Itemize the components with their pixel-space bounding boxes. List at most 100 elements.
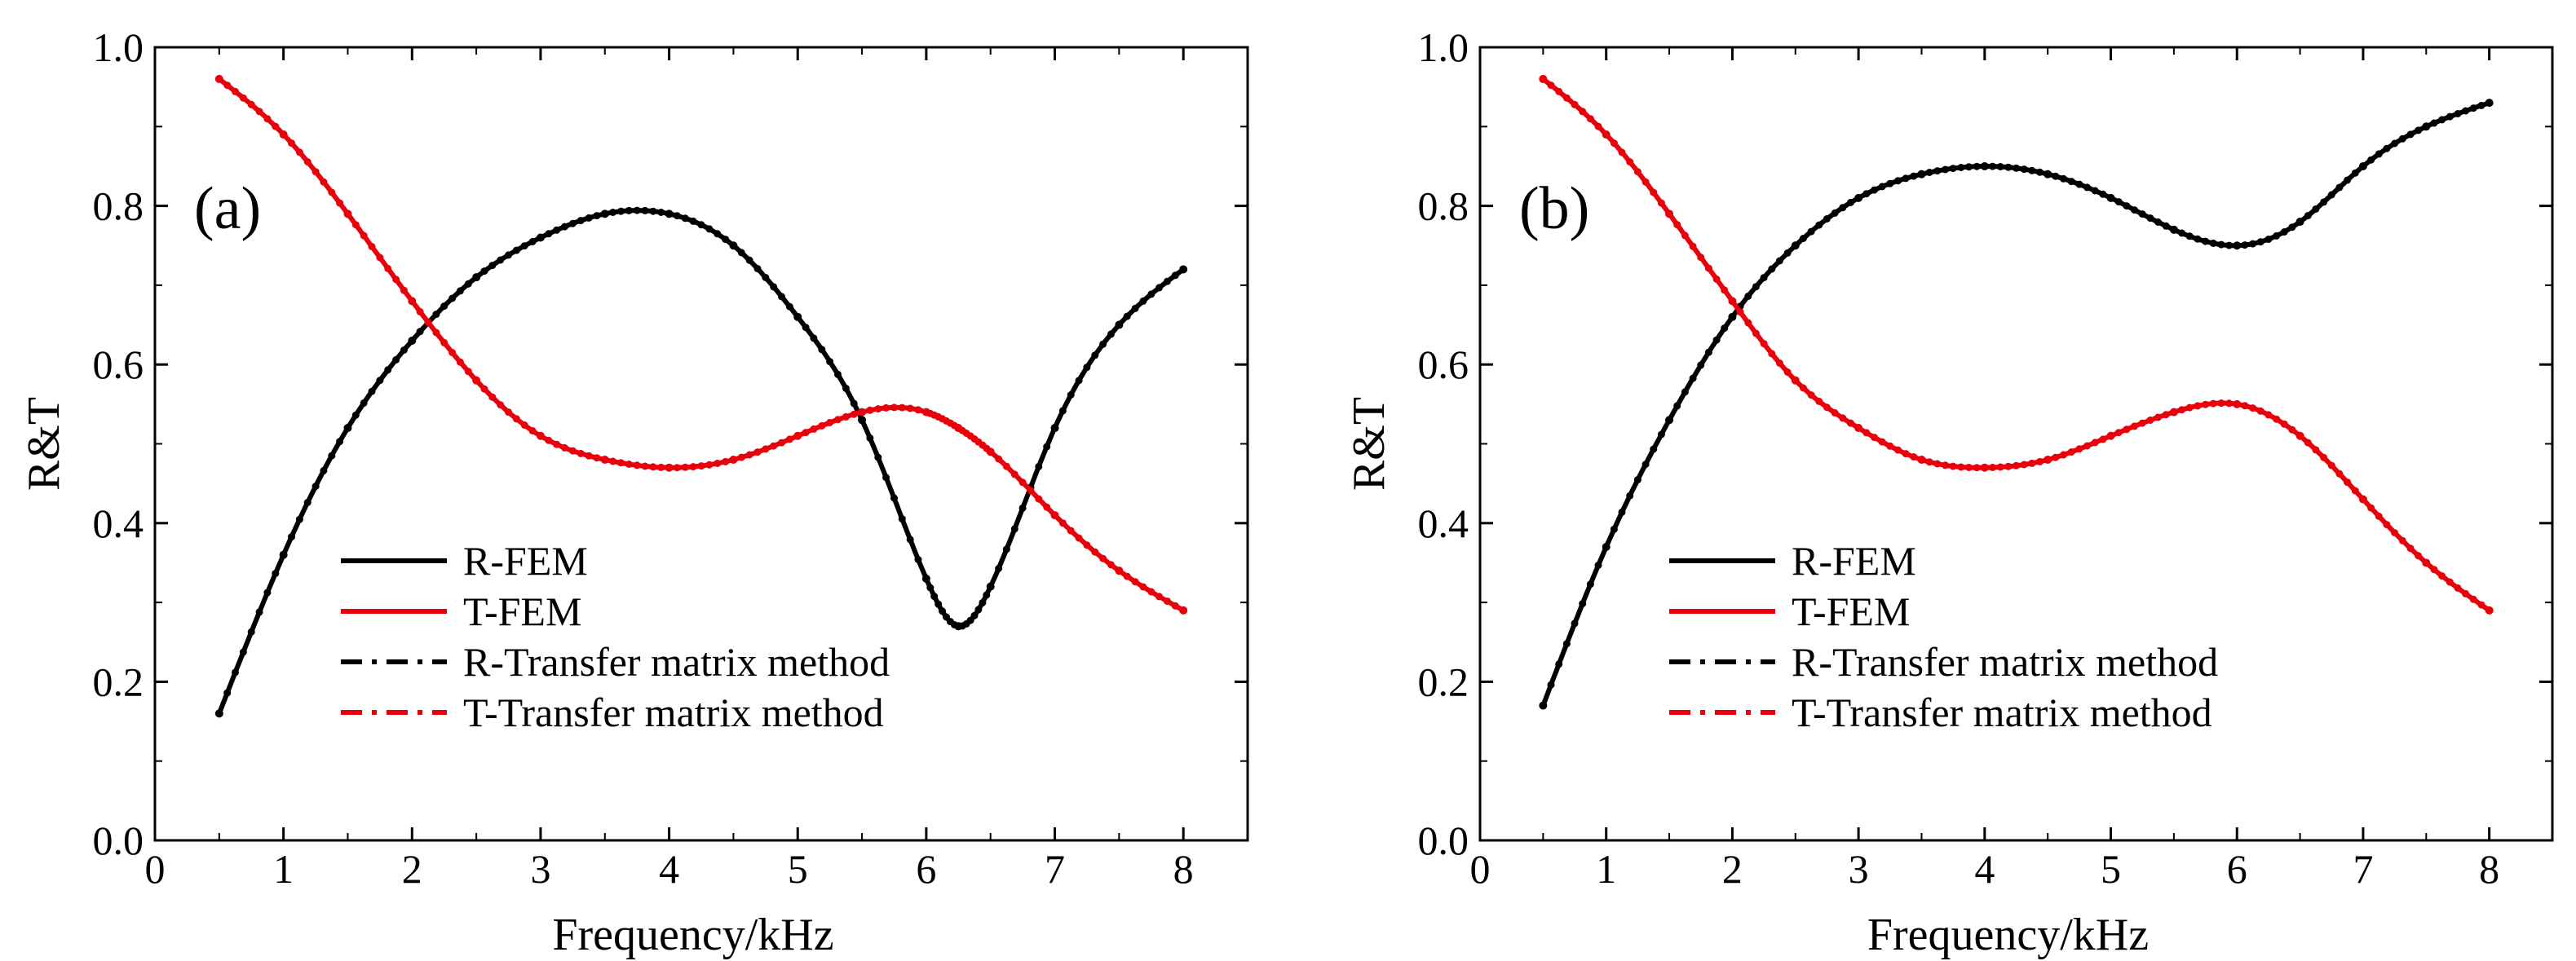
data-point-t-fem: [1050, 511, 1059, 520]
series-marker-t-fem: [2154, 413, 2162, 421]
series-marker-r-fem: [2430, 119, 2438, 127]
series-marker-t-fem: [488, 393, 497, 401]
data-point-t-fem: [2169, 408, 2178, 417]
x-tick-label: 2: [1722, 846, 1743, 892]
series-marker-r-fem: [826, 358, 834, 366]
series-marker-r-fem: [520, 242, 528, 250]
series-marker-r-fem: [497, 256, 505, 264]
series-marker-t-fem: [303, 158, 312, 165]
series-marker-t-fem: [2264, 411, 2273, 419]
series-marker-r-fem: [376, 377, 384, 385]
series-marker-r-fem: [2099, 190, 2107, 198]
series-marker-r-fem: [1067, 391, 1075, 399]
x-tick-label: 1: [273, 846, 294, 892]
series-marker-r-fem: [802, 324, 810, 332]
y-tick-label: 0.0: [1418, 818, 1469, 863]
series-marker-r-fem: [1799, 235, 1807, 242]
series-marker-t-fem: [890, 403, 898, 412]
series-marker-r-fem: [745, 256, 753, 264]
data-point-r-fem: [1602, 542, 1611, 551]
series-line-t-fem: [1541, 77, 2491, 613]
series-marker-r-fem: [1123, 312, 1131, 320]
series-marker-r-fem: [232, 668, 239, 677]
y-tick-label: 0.4: [1418, 500, 1469, 546]
series-marker-t-fem: [2225, 399, 2234, 408]
series-marker-t-fem: [1902, 450, 1910, 458]
series-line-r-fem: [217, 208, 1186, 715]
series-marker-r-fem: [1910, 172, 1918, 180]
series-marker-t-fem: [697, 462, 705, 470]
series-marker-t-fem: [1799, 384, 1807, 392]
series-marker-t-fem: [384, 264, 392, 272]
data-point-t-fem: [1791, 376, 1800, 385]
panel-label: (a): [194, 175, 261, 242]
series-marker-t-fem: [681, 463, 689, 471]
series-marker-r-fem: [1752, 283, 1760, 291]
series-marker-r-fem: [1989, 162, 1996, 170]
series-marker-t-fem: [464, 368, 472, 376]
series-marker-r-fem: [2256, 238, 2264, 246]
series-marker-t-fem: [2406, 544, 2415, 553]
series-marker-t-fem: [842, 412, 850, 421]
series-marker-r-fem: [1147, 290, 1155, 298]
y-tick-label: 0.6: [1418, 342, 1469, 387]
series-marker-t-fem: [1123, 572, 1131, 580]
series-marker-t-fem: [2131, 422, 2138, 430]
series-marker-t-fem: [2344, 478, 2352, 487]
series-marker-r-fem: [2138, 210, 2146, 218]
y-axis-title: R&T: [1344, 397, 1394, 491]
series-marker-r-fem: [1171, 271, 1179, 280]
series-marker-r-fem: [1099, 340, 1107, 348]
series-marker-t-fem: [424, 318, 432, 326]
series-marker-t-fem: [320, 178, 328, 186]
x-tick-label: 3: [530, 846, 550, 892]
series-marker-t-fem: [351, 221, 360, 229]
series-marker-t-fem: [2462, 589, 2470, 597]
series-marker-r-fem: [979, 598, 987, 606]
series-marker-t-fem: [673, 464, 681, 472]
data-point-r-fem: [1665, 416, 1674, 425]
series-marker-t-fem: [577, 449, 585, 457]
series-marker-t-fem: [1547, 82, 1555, 90]
series-marker-t-fem: [1091, 548, 1099, 556]
series-marker-t-fem: [593, 454, 601, 462]
series-marker-t-fem: [625, 461, 633, 468]
series-marker-r-fem: [1155, 284, 1164, 292]
series-marker-t-fem: [778, 439, 785, 447]
series-marker-t-fem: [2438, 572, 2446, 580]
series-marker-r-fem: [1107, 330, 1115, 338]
series-marker-r-fem: [2225, 241, 2234, 249]
series-marker-t-fem: [585, 452, 593, 460]
series-marker-r-fem: [416, 328, 424, 336]
series-marker-r-fem: [2375, 150, 2383, 158]
series-marker-t-fem: [2067, 448, 2075, 456]
series-marker-t-fem: [312, 168, 320, 176]
series-marker-t-fem: [2036, 457, 2044, 465]
series-marker-t-fem: [1957, 463, 1965, 471]
series-marker-t-fem: [336, 199, 344, 207]
series-marker-t-fem: [1027, 487, 1035, 495]
series-marker-t-fem: [1594, 122, 1602, 130]
series-marker-r-fem: [834, 370, 842, 378]
series-marker-t-fem: [850, 410, 858, 418]
y-tick-label: 1.0: [1418, 24, 1469, 70]
series-marker-t-fem: [2249, 404, 2257, 412]
legend-label: R-Transfer matrix method: [1792, 639, 2218, 685]
data-point-r-fem: [1980, 161, 1989, 170]
series-marker-r-fem: [939, 607, 947, 615]
x-axis-title: Frequency/kHz: [552, 910, 833, 960]
series-marker-t-fem: [1571, 100, 1579, 108]
series-marker-r-fem: [1783, 249, 1792, 257]
series-marker-t-fem: [1721, 286, 1729, 294]
series-marker-t-fem: [1996, 463, 2004, 471]
data-point-t-fem: [2358, 495, 2367, 504]
data-point-t-fem: [921, 408, 930, 417]
series-marker-r-fem: [2280, 228, 2288, 236]
series-marker-r-fem: [2241, 241, 2249, 249]
series-marker-t-fem: [1650, 188, 1658, 196]
series-marker-r-fem: [995, 565, 1003, 572]
series-marker-r-fem: [753, 265, 762, 273]
series-marker-t-fem: [1871, 434, 1878, 442]
data-point-r-fem: [214, 709, 223, 718]
series-marker-r-fem: [488, 262, 497, 270]
